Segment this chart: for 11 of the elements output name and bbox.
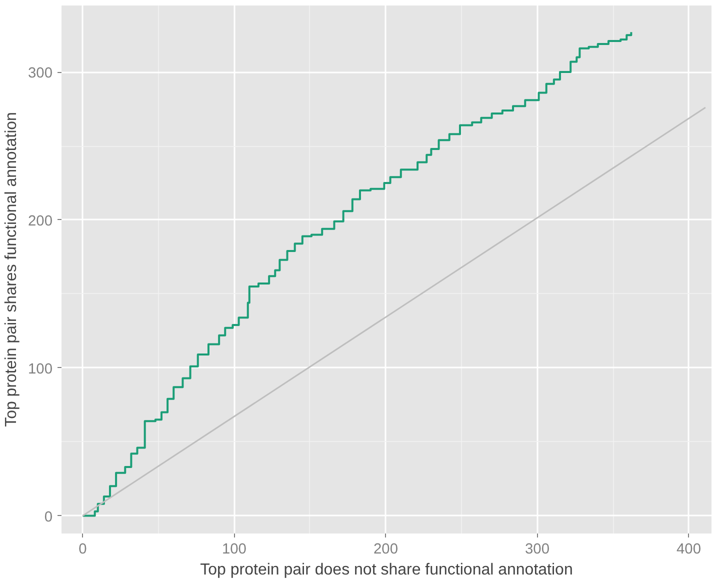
x-tick-label: 0 (78, 542, 87, 558)
x-tick-label: 400 (676, 542, 702, 558)
y-tick-label: 200 (28, 213, 53, 230)
x-tick-label: 100 (222, 542, 246, 558)
x-tick-label: 300 (525, 542, 550, 558)
x-tick-label: 200 (374, 542, 398, 558)
y-tick-label: 0 (44, 509, 53, 526)
y-axis-title: Top protein pair shares functional annotation (3, 112, 20, 427)
x-axis-title: Top protein pair does not share functional annotation (200, 562, 573, 578)
y-tick-label: 300 (28, 66, 53, 82)
y-tick-label: 100 (28, 361, 53, 378)
